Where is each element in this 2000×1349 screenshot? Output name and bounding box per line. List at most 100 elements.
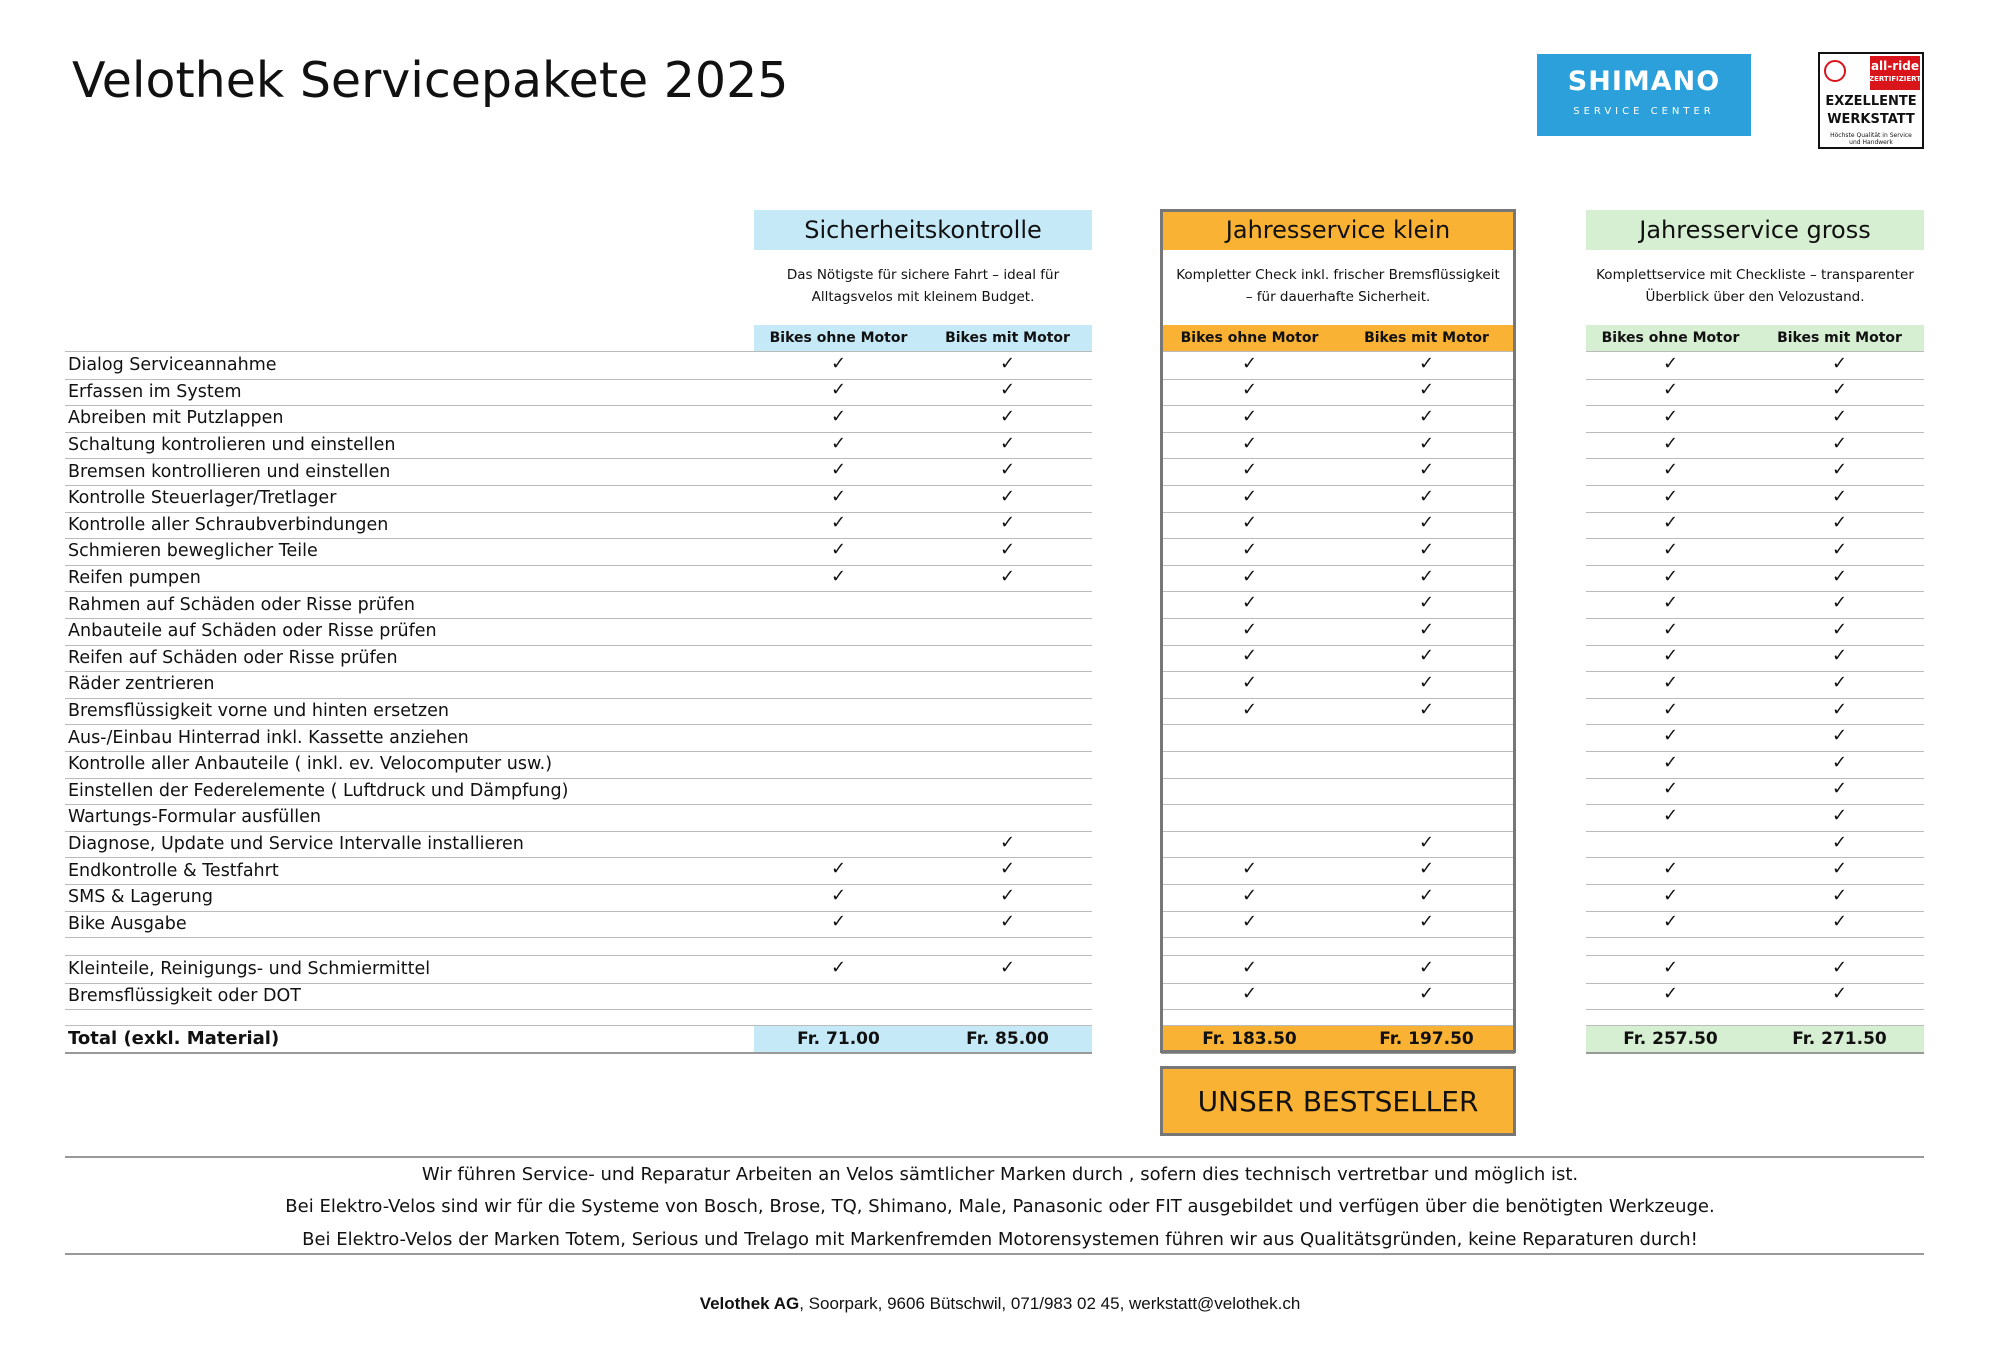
- check: ✓: [1241, 698, 1258, 720]
- check: ✓: [999, 956, 1016, 978]
- allride-badge: all-ride ZERTIFIZIERT: [1869, 56, 1922, 90]
- row-line: [1586, 955, 1924, 956]
- row-line: [1586, 697, 1924, 699]
- row-label: Schaltung kontrolieren und einstellen: [68, 435, 396, 456]
- footer-address: , Soorpark, 9606 Bütschwil, 071/983 02 4…: [799, 1294, 1301, 1313]
- check: ✓: [1662, 698, 1679, 720]
- footer-company: Velothek AG: [699, 1294, 800, 1313]
- column-header: Bikes ohne Motor: [754, 325, 923, 351]
- row-line: [1161, 351, 1515, 352]
- column-header: Bikes mit Motor: [923, 325, 1092, 351]
- check: ✓: [1662, 645, 1679, 667]
- check: ✓: [1241, 671, 1258, 693]
- row-line: [1161, 671, 1515, 673]
- row-line: [65, 538, 1092, 540]
- check: ✓: [999, 485, 1016, 507]
- row-label: Bremsflüssigkeit vorne und hinten ersetz…: [68, 701, 449, 722]
- row-line: [65, 777, 1092, 779]
- row-line: [1161, 1009, 1515, 1011]
- row-line: [1586, 804, 1924, 806]
- row-label: Kontrolle aller Schraubverbindungen: [68, 514, 389, 535]
- note-line: Bei Elektro-Velos sind wir für die Syste…: [285, 1196, 1715, 1217]
- row-line: [65, 1009, 1092, 1011]
- check: ✓: [830, 352, 847, 374]
- row-line: [1161, 644, 1515, 646]
- row-label: Kontrolle aller Anbauteile ( inkl. ev. V…: [68, 754, 553, 775]
- row-line: [1586, 431, 1924, 433]
- row-line: [1586, 564, 1924, 566]
- check: ✓: [830, 538, 847, 560]
- check: ✓: [1418, 645, 1435, 667]
- row-line: [1161, 591, 1515, 593]
- check: ✓: [1241, 485, 1258, 507]
- row-line: [65, 751, 1092, 752]
- check: ✓: [999, 565, 1016, 587]
- row-line: [1161, 955, 1515, 956]
- row-line: [1586, 857, 1924, 859]
- check: ✓: [1831, 831, 1848, 853]
- row-line: [65, 618, 1092, 619]
- row-line: [1161, 1025, 1515, 1026]
- row-line: [65, 405, 1092, 407]
- package-title: Jahresservice klein: [1161, 210, 1515, 250]
- check: ✓: [1831, 751, 1848, 773]
- row-line: [65, 910, 1092, 912]
- check: ✓: [1418, 485, 1435, 507]
- row-line: [65, 511, 1092, 513]
- check: ✓: [1831, 983, 1848, 1005]
- check: ✓: [999, 884, 1016, 906]
- row-label: Aus-/Einbau Hinterrad inkl. Kassette anz…: [68, 727, 469, 748]
- row-line: [65, 564, 1092, 566]
- price: Fr. 197.50: [1338, 1026, 1515, 1052]
- check: ✓: [830, 565, 847, 587]
- shimano-text: SHIMANO: [1567, 66, 1721, 97]
- row-line: [1586, 1052, 1924, 1054]
- page-title: Velothek Servicepakete 2025: [72, 52, 789, 109]
- row-line: [65, 351, 1092, 352]
- row-line: [1586, 351, 1924, 352]
- award-small: Höchste Qualität in Service und Handwerk: [1830, 132, 1912, 146]
- row-line: [65, 982, 1092, 984]
- check: ✓: [1662, 512, 1679, 534]
- check: ✓: [1662, 459, 1679, 481]
- check: ✓: [1831, 592, 1848, 614]
- row-line: [1161, 937, 1515, 939]
- seal: [1824, 60, 1846, 82]
- check: ✓: [999, 352, 1016, 374]
- check: ✓: [1241, 379, 1258, 401]
- allride-sub: ZERTIFIZIERT: [1869, 75, 1922, 83]
- check: ✓: [1241, 565, 1258, 587]
- check: ✓: [1241, 858, 1258, 880]
- check: ✓: [1241, 405, 1258, 427]
- check: ✓: [1418, 671, 1435, 693]
- check: ✓: [999, 405, 1016, 427]
- check: ✓: [1418, 352, 1435, 374]
- package-title: Jahresservice gross: [1586, 210, 1924, 250]
- check: ✓: [1831, 379, 1848, 401]
- price: Fr. 257.50: [1586, 1026, 1755, 1052]
- row-label: Reifen auf Schäden oder Risse prüfen: [68, 647, 398, 668]
- check: ✓: [1662, 379, 1679, 401]
- check: ✓: [1831, 405, 1848, 427]
- row-label: Anbauteile auf Schäden oder Risse prüfen: [68, 621, 437, 642]
- check: ✓: [1662, 405, 1679, 427]
- check: ✓: [1418, 956, 1435, 978]
- check: ✓: [1831, 459, 1848, 481]
- check: ✓: [1662, 983, 1679, 1005]
- check: ✓: [1241, 512, 1258, 534]
- check: ✓: [999, 512, 1016, 534]
- check: ✓: [999, 538, 1016, 560]
- check: ✓: [1418, 858, 1435, 880]
- check: ✓: [1662, 804, 1679, 826]
- check: ✓: [1662, 858, 1679, 880]
- check: ✓: [830, 884, 847, 906]
- row-line: [1161, 564, 1515, 566]
- allride-text: all-ride: [1870, 59, 1920, 73]
- divider: [65, 1253, 1924, 1255]
- check: ✓: [1418, 698, 1435, 720]
- check: ✓: [1662, 751, 1679, 773]
- row-line: [1161, 511, 1515, 513]
- row-label: Reifen pumpen: [68, 568, 201, 589]
- row-line: [1161, 1052, 1515, 1054]
- row-line: [1586, 937, 1924, 939]
